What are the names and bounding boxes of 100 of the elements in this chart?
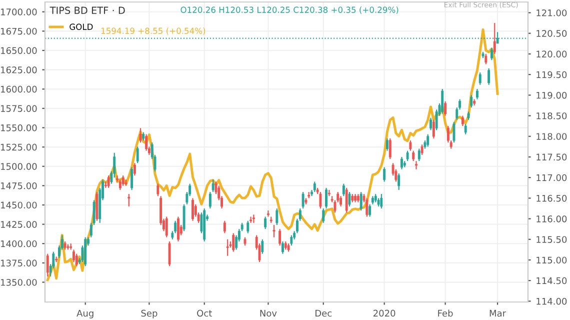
candlestick [464,123,467,135]
y2-tick-label: 1625.00 [1,66,37,74]
legend-label: GOLD [70,24,93,30]
candlestick [493,22,496,54]
candlestick [470,94,473,108]
candlestick [409,140,412,152]
candlestick [441,88,444,114]
y-tick-label: 120.50 [536,30,567,37]
y-tick-label: 117.50 [536,154,567,161]
y2-tick-label: 1500.00 [1,163,37,170]
candlestick [250,216,252,224]
y-tick-label: 115.00 [536,256,567,264]
candlestick [461,115,464,127]
y2-tick-label: 1375.00 [1,260,37,266]
y2-tick-label: 1525.00 [1,144,37,151]
x-tick-label: 2020 [373,310,396,317]
candlestick [325,187,328,210]
candlestick [420,144,424,156]
line-series [46,28,499,282]
y-tick-label: 116.50 [536,194,567,202]
candlestick [476,88,478,100]
candlestick [490,47,493,61]
candlestick [145,134,148,152]
candlestick [208,191,212,210]
candlestick [426,134,430,148]
x-tick-label: Oct [197,310,212,317]
candlestick [182,204,186,232]
candlestick [139,128,142,144]
chart-title: TIPS BD ETF · D [50,6,125,14]
candlestick [478,72,482,86]
y2-tick-label: 1650.00 [1,47,37,54]
candlestick [136,146,139,164]
x-tick-label: Feb [438,310,453,317]
candlestick [282,240,284,254]
y-tick-label: 114.50 [536,277,567,284]
candlestick [340,196,342,207]
candlestick [302,191,304,210]
candlestick [278,228,282,246]
y2-tick-label: 1450.00 [1,202,37,209]
candlestick [415,160,418,170]
candlestick [133,162,136,176]
candlestick [226,238,229,256]
candlestick [165,216,168,238]
candlestick [261,238,264,254]
candlestick [418,148,420,162]
candlestick [360,191,362,212]
candlestick [484,53,488,65]
x-tick-label: Sep [141,310,158,318]
candlestick [368,204,372,218]
y-tick-label: 120.00 [536,50,567,58]
candlestick [232,232,235,252]
annotation: O120.26 H120.53 L120.25 C120.38 +0.35 (+0.29%) [180,6,398,14]
candlestick [122,174,124,186]
candlestick [452,121,456,144]
candlestick [348,191,351,207]
y2-tick-label: 1675.00 [1,28,37,35]
candlestick [313,181,316,193]
candlestick [75,253,78,267]
y2-tick-label: 1575.00 [1,105,37,112]
candlestick [107,174,110,188]
candlestick [177,216,180,242]
candlestick [319,191,322,210]
candlestick [432,119,435,139]
candlestick [72,249,75,263]
y-tick-label: 121.00 [536,9,567,16]
candlestick [266,210,270,218]
candlestick [400,156,403,170]
candlestick [272,224,276,238]
candlestick [406,150,409,162]
candlestick [366,198,368,218]
y2-tick-label: 1600.00 [1,86,37,93]
annotation: 1594.19 +8.55 (+0.54%) [101,28,206,35]
candlestick [383,166,386,182]
candlestick [398,172,400,190]
candlestick [386,138,388,152]
y2-tick-label: 1550.00 [1,124,37,132]
y-tick-label: 119.00 [536,92,567,99]
candlestick [252,214,255,224]
candlestick [444,100,446,116]
candlestick [118,179,122,190]
candlestick [430,117,432,131]
candlestick [290,234,293,246]
candlestick [380,193,383,210]
candlestick [345,187,348,214]
candlestick [342,183,345,197]
candlestick [264,216,267,230]
candlestick [130,166,134,190]
candlestick [192,198,194,222]
y2-tick-label: 1700.00 [1,8,37,16]
y-tick-label: 118.00 [536,133,567,140]
candlestick [212,179,214,193]
candlestick [128,193,130,207]
candlestick [412,150,415,162]
y-tick-label: 118.50 [536,112,567,120]
y2-tick-label: 1475.00 [1,182,37,190]
y-tick-label: 114.00 [536,298,567,305]
y-tick-label: 119.50 [536,71,567,78]
y2-tick-label: 1425.00 [1,221,37,228]
y2-tick-label: 1400.00 [1,240,37,248]
y-tick-label: 117.00 [536,174,567,182]
